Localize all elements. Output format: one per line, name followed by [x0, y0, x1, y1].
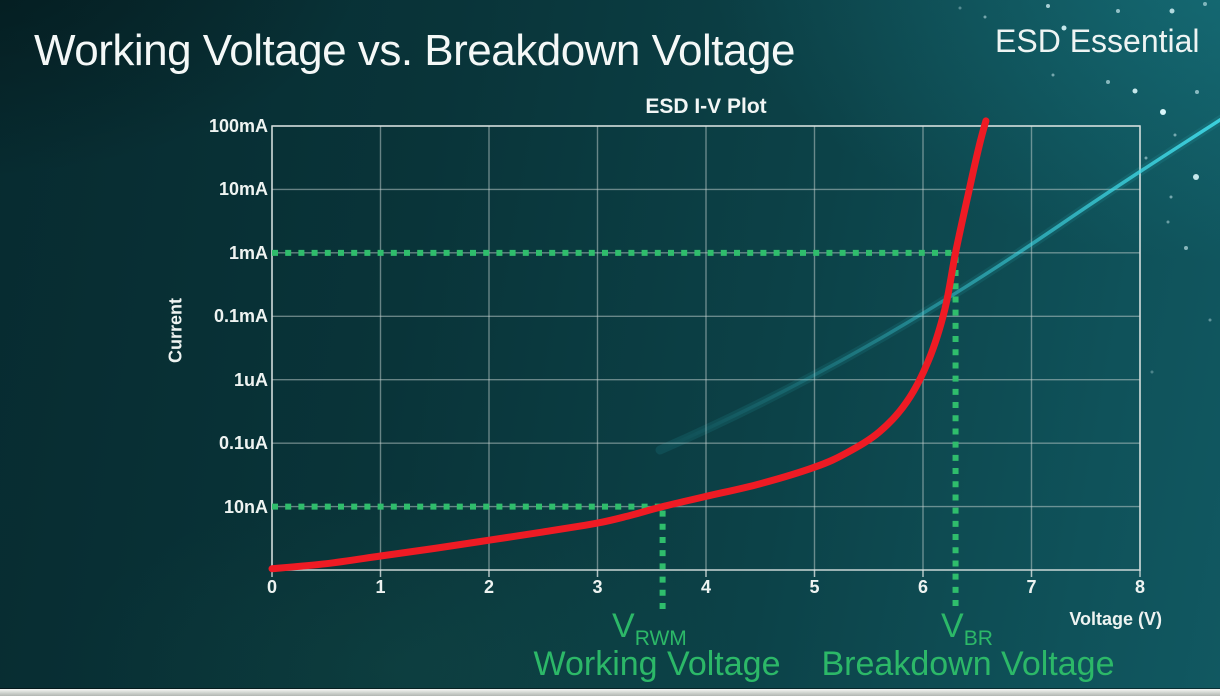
vrwm-symbol: VRWM [612, 607, 687, 651]
y-tick-label: 10mA [218, 179, 268, 200]
sparkle-dot [1195, 90, 1199, 94]
y-axis-title: Current [165, 298, 186, 364]
vbr-v: V [941, 607, 964, 645]
sparkle-dot [1144, 156, 1148, 160]
x-tick-label: 4 [700, 577, 711, 597]
sparkle-dot [958, 6, 962, 10]
swoosh-accent-line [658, 117, 1220, 452]
x-tick-label: 0 [266, 577, 277, 597]
vbr-symbol: VBR [941, 607, 993, 651]
y-tick-label: 10nA [223, 496, 268, 517]
x-tick-label: 5 [809, 577, 820, 597]
sparkle-dot [1169, 195, 1173, 199]
sparkle-dot [1173, 133, 1177, 137]
y-tick-label: 100mA [208, 116, 268, 136]
iv-curve [268, 117, 990, 573]
sparkle-dot [1046, 4, 1050, 8]
vbr-sub: BR [963, 626, 993, 650]
sparkle-dot [1116, 9, 1120, 13]
slide-title: Working Voltage vs. Breakdown Voltage [34, 26, 795, 75]
brand-logo-text: ESD Essential [995, 23, 1200, 59]
vrwm-sub: RWM [634, 626, 687, 650]
sparkle-dot [1160, 109, 1166, 115]
x-tick-label: 7 [1026, 577, 1037, 597]
x-tick-label: 6 [917, 577, 928, 597]
working-voltage-caption: Working Voltage [533, 645, 781, 683]
y-tick-label: 0.1mA [213, 306, 268, 327]
x-tick-label: 2 [483, 577, 494, 597]
sparkle-dot [1150, 370, 1154, 374]
sparkle-dot [1208, 318, 1212, 322]
sparkle-dot [1051, 73, 1055, 77]
sparkle-dot [1106, 80, 1110, 84]
sparkle-dot [1166, 220, 1170, 224]
chart-title: ESD I-V Plot [645, 95, 767, 118]
vrwm-v: V [612, 607, 635, 645]
y-tick-label: 1uA [233, 369, 268, 390]
sparkle-dot [983, 15, 987, 19]
sparkle-dot [1169, 8, 1175, 14]
y-tick-label: 0.1uA [218, 433, 268, 454]
sparkle-dot [1203, 2, 1207, 6]
sparkle-dot [1132, 88, 1138, 94]
y-tick-label: 1mA [228, 242, 268, 263]
player-bar-edge [0, 689, 1220, 696]
x-tick-label: 3 [592, 577, 603, 597]
sparkle-dot [1193, 174, 1199, 180]
sparkle-dot [1184, 246, 1188, 250]
x-tick-label: 8 [1134, 577, 1145, 597]
x-axis-title: Voltage (V) [1069, 609, 1162, 629]
breakdown-voltage-caption: Breakdown Voltage [821, 645, 1115, 683]
swoosh-glow [655, 114, 1220, 455]
sparkle-dot [1061, 25, 1067, 31]
x-tick-label: 1 [375, 577, 386, 597]
